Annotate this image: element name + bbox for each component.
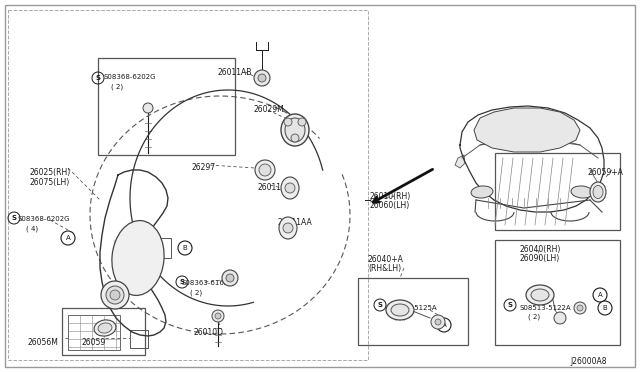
Text: S08368-6202G: S08368-6202G [103, 74, 156, 80]
Circle shape [226, 274, 234, 282]
Text: 26011AA: 26011AA [278, 218, 313, 227]
Circle shape [143, 103, 153, 113]
Ellipse shape [590, 182, 606, 202]
Polygon shape [474, 108, 580, 152]
Ellipse shape [94, 320, 116, 336]
Ellipse shape [285, 118, 305, 142]
Text: A: A [442, 322, 446, 328]
Ellipse shape [281, 177, 299, 199]
Ellipse shape [98, 323, 112, 333]
Circle shape [554, 312, 566, 324]
Circle shape [298, 118, 306, 126]
Text: (RH&LH): (RH&LH) [368, 264, 401, 273]
Text: S08513-5125A: S08513-5125A [386, 305, 438, 311]
Bar [62, 308, 145, 355]
Ellipse shape [101, 281, 129, 309]
Circle shape [291, 134, 299, 142]
Bar [495, 240, 620, 345]
Text: S: S [12, 215, 17, 221]
Circle shape [593, 288, 607, 302]
Circle shape [178, 241, 192, 255]
Text: A: A [598, 292, 602, 298]
Circle shape [61, 231, 75, 245]
Text: 26059: 26059 [82, 338, 106, 347]
Text: 26011AB: 26011AB [218, 68, 252, 77]
Bar [495, 153, 620, 230]
Text: 26056M: 26056M [28, 338, 59, 347]
Text: 26060(LH): 26060(LH) [370, 201, 410, 210]
Circle shape [437, 318, 451, 332]
Text: J26000A8: J26000A8 [570, 357, 607, 366]
Circle shape [258, 74, 266, 82]
Text: 26090(LH): 26090(LH) [520, 254, 560, 263]
Ellipse shape [281, 114, 309, 146]
Text: S: S [378, 302, 383, 308]
Text: 26025(RH): 26025(RH) [30, 168, 71, 177]
Ellipse shape [386, 300, 414, 320]
Ellipse shape [471, 186, 493, 198]
Ellipse shape [112, 221, 164, 295]
Ellipse shape [279, 217, 297, 239]
Text: 26010(RH): 26010(RH) [370, 192, 412, 201]
Ellipse shape [106, 286, 124, 304]
Circle shape [431, 315, 445, 329]
Circle shape [222, 270, 238, 286]
Text: ( 4): ( 4) [26, 225, 38, 231]
Text: 26011A: 26011A [258, 183, 287, 192]
Text: 26010D: 26010D [193, 328, 223, 337]
Circle shape [284, 118, 292, 126]
Text: B: B [603, 305, 607, 311]
Circle shape [577, 305, 583, 311]
Text: 26297: 26297 [192, 163, 216, 172]
Bar [8, 10, 368, 360]
Circle shape [212, 310, 224, 322]
Text: S08363-6162G: S08363-6162G [182, 280, 235, 286]
Text: A: A [66, 235, 70, 241]
Text: S: S [95, 75, 100, 81]
Circle shape [435, 319, 441, 325]
Text: ( 2): ( 2) [528, 314, 540, 321]
Ellipse shape [593, 186, 603, 199]
Text: S: S [179, 279, 184, 285]
Ellipse shape [110, 290, 120, 300]
Polygon shape [455, 155, 465, 168]
Circle shape [215, 313, 221, 319]
Text: ( 2): ( 2) [111, 83, 123, 90]
Text: 26075(LH): 26075(LH) [30, 178, 70, 187]
Ellipse shape [391, 304, 409, 316]
Bar [68, 315, 120, 350]
Circle shape [285, 183, 295, 193]
Ellipse shape [531, 289, 549, 301]
Text: 26059+A: 26059+A [588, 168, 624, 177]
Bar [98, 58, 235, 155]
Circle shape [574, 302, 586, 314]
Text: B: B [182, 245, 188, 251]
Circle shape [598, 301, 612, 315]
Circle shape [254, 70, 270, 86]
Ellipse shape [255, 160, 275, 180]
Ellipse shape [526, 285, 554, 305]
Text: 26029M: 26029M [253, 105, 284, 114]
Text: ( 2): ( 2) [394, 314, 406, 321]
Circle shape [283, 223, 293, 233]
Text: S08513-5122A: S08513-5122A [520, 305, 572, 311]
Text: 26040+A: 26040+A [368, 255, 404, 264]
Text: S08368-6202G: S08368-6202G [18, 216, 70, 222]
Bar [153, 238, 171, 258]
Bar [358, 278, 468, 345]
Ellipse shape [259, 164, 271, 176]
Text: S: S [508, 302, 513, 308]
Text: ( 2): ( 2) [190, 289, 202, 295]
Ellipse shape [571, 186, 593, 198]
Text: 26040(RH): 26040(RH) [520, 245, 561, 254]
Bar [130, 330, 148, 348]
